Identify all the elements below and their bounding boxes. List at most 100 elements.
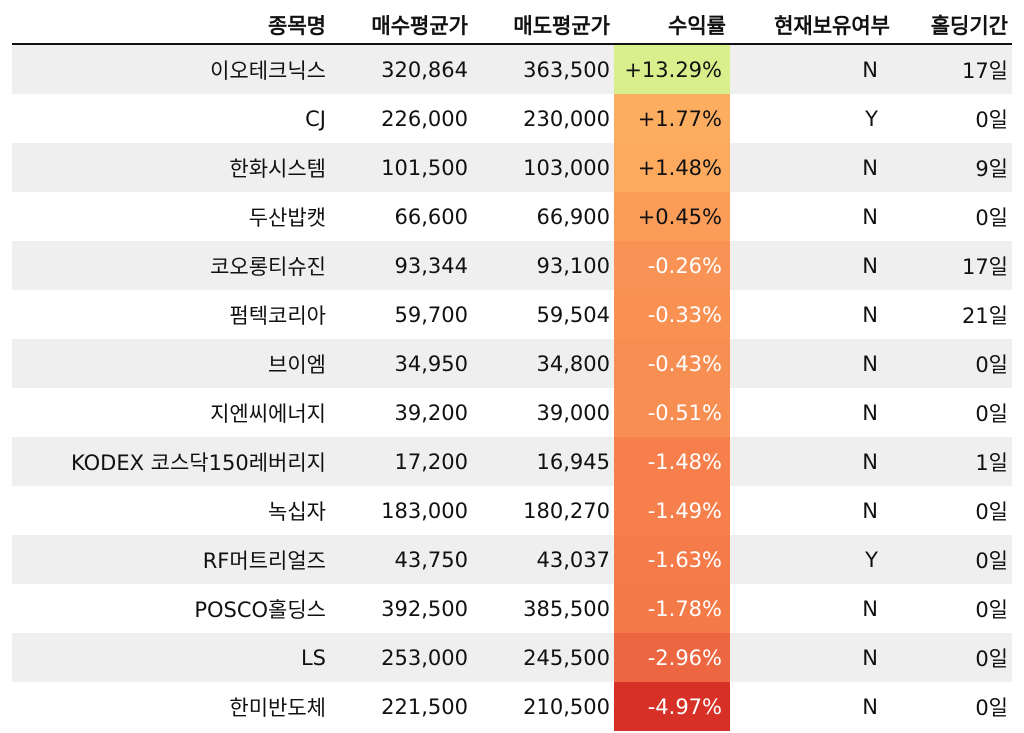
return-cell: -1.49% xyxy=(614,486,730,535)
holding-status-cell: N xyxy=(862,302,878,327)
return-cell: -1.78% xyxy=(614,584,730,633)
buy-avg-cell: 17,200 xyxy=(330,437,472,486)
sell-avg-cell: 363,500 xyxy=(472,44,614,94)
holding-period-cell: 9일 xyxy=(894,143,1012,192)
holding-status-cell: Y xyxy=(865,106,878,131)
table-row: 녹십자 183,000 180,270 -1.49% N 0일 xyxy=(12,486,1012,535)
table-row: 코오롱티슈진 93,344 93,100 -0.26% N 17일 xyxy=(12,241,1012,290)
holding-period-cell: 0일 xyxy=(975,597,1008,622)
buy-avg-cell: 253,000 xyxy=(330,633,472,682)
stock-name-cell: KODEX 코스닥150레버리지 xyxy=(12,437,330,486)
table-row: 펌텍코리아 59,700 59,504 -0.33% N 21일 xyxy=(12,290,1012,339)
stock-name-cell: POSCO홀딩스 xyxy=(194,597,326,622)
holding-period-cell: 0일 xyxy=(975,205,1008,230)
stock-name-cell: 한미반도체 xyxy=(229,695,326,720)
sell-avg-cell: 34,800 xyxy=(472,339,614,388)
holding-status-cell: N xyxy=(862,694,878,719)
holding-period-cell: 1일 xyxy=(894,437,1012,486)
table-row: RF머트리얼즈 43,750 43,037 -1.63% Y 0일 xyxy=(12,535,1012,584)
return-cell: +13.29% xyxy=(614,44,730,94)
holding-period-cell: 0일 xyxy=(894,339,1012,388)
sell-avg-cell: 93,100 xyxy=(472,241,614,290)
holding-status-cell: N xyxy=(730,437,894,486)
buy-avg-cell: 226,000 xyxy=(381,106,468,131)
holding-period-cell: 17일 xyxy=(894,44,1012,94)
table-row: 지엔씨에너지 39,200 39,000 -0.51% N 0일 xyxy=(12,388,1012,437)
holding-period-cell: 0일 xyxy=(975,499,1008,524)
return-cell: -0.51% xyxy=(614,388,730,437)
table-row: CJ 226,000 230,000 +1.77% Y 0일 xyxy=(12,94,1012,143)
table-row: POSCO홀딩스 392,500 385,500 -1.78% N 0일 xyxy=(12,584,1012,633)
buy-avg-cell: 93,344 xyxy=(330,241,472,290)
stock-name-cell: CJ xyxy=(305,106,326,131)
return-cell: -4.97% xyxy=(614,682,730,731)
stock-name-cell: 두산밥캣 xyxy=(248,205,326,230)
stock-name-cell: 브이엠 xyxy=(12,339,330,388)
sell-avg-cell: 16,945 xyxy=(472,437,614,486)
buy-avg-cell: 101,500 xyxy=(330,143,472,192)
sell-avg-cell: 103,000 xyxy=(472,143,614,192)
buy-avg-cell: 39,200 xyxy=(394,400,468,425)
buy-avg-cell: 34,950 xyxy=(330,339,472,388)
buy-avg-cell: 66,600 xyxy=(394,204,468,229)
sell-avg-cell: 39,000 xyxy=(536,400,610,425)
stock-name-cell: 이오테크닉스 xyxy=(12,44,330,94)
return-cell: -0.26% xyxy=(614,241,730,290)
buy-avg-cell: 320,864 xyxy=(330,44,472,94)
buy-avg-cell: 43,750 xyxy=(330,535,472,584)
stock-name-cell: 한화시스템 xyxy=(12,143,330,192)
holding-status-cell: N xyxy=(862,204,878,229)
table-body: 이오테크닉스 320,864 363,500 +13.29% N 17일 CJ 226,000… xyxy=(12,44,1012,731)
holding-status-cell: N xyxy=(862,596,878,621)
sell-avg-cell: 43,037 xyxy=(472,535,614,584)
holding-status-cell: Y xyxy=(730,535,894,584)
return-cell: -2.96% xyxy=(614,633,730,682)
table-row: 한화시스템 101,500 103,000 +1.48% N 9일 xyxy=(12,143,1012,192)
sell-avg-cell: 210,500 xyxy=(523,694,610,719)
stock-name-cell: 펌텍코리아 xyxy=(229,303,326,328)
holding-period-cell: 0일 xyxy=(894,535,1012,584)
holding-period-cell: 0일 xyxy=(975,401,1008,426)
holding-period-cell: 21일 xyxy=(961,303,1008,328)
stock-name-cell: LS xyxy=(12,633,330,682)
buy-avg-cell: 392,500 xyxy=(381,596,468,621)
return-cell: +1.48% xyxy=(614,143,730,192)
buy-avg-cell: 221,500 xyxy=(381,694,468,719)
sell-avg-cell: 245,500 xyxy=(472,633,614,682)
holding-status-cell: N xyxy=(730,143,894,192)
header-name: 종목명 xyxy=(12,6,330,45)
header-row: 종목명 매수평균가 매도평균가 수익률 현재보유여부 홀딩기간 xyxy=(12,6,1012,45)
table-row: 이오테크닉스 320,864 363,500 +13.29% N 17일 xyxy=(12,44,1012,94)
table-row: 두산밥캣 66,600 66,900 +0.45% N 0일 xyxy=(12,192,1012,241)
holding-status-cell: N xyxy=(862,498,878,523)
holding-status-cell: N xyxy=(862,400,878,425)
header-holding-period: 홀딩기간 xyxy=(894,6,1012,45)
buy-avg-cell: 183,000 xyxy=(381,498,468,523)
holding-status-cell: N xyxy=(730,339,894,388)
return-cell: +1.77% xyxy=(614,94,730,143)
return-cell: -1.48% xyxy=(614,437,730,486)
sell-avg-cell: 385,500 xyxy=(523,596,610,621)
sell-avg-cell: 59,504 xyxy=(536,302,610,327)
sell-avg-cell: 230,000 xyxy=(523,106,610,131)
returns-table: 종목명 매수평균가 매도평균가 수익률 현재보유여부 홀딩기간 이오테크닉스 32… xyxy=(12,6,1012,731)
sell-avg-cell: 66,900 xyxy=(536,204,610,229)
buy-avg-cell: 59,700 xyxy=(394,302,468,327)
holding-period-cell: 0일 xyxy=(975,107,1008,132)
holding-status-cell: N xyxy=(730,44,894,94)
stock-name-cell: 코오롱티슈진 xyxy=(12,241,330,290)
header-return: 수익률 xyxy=(614,6,730,45)
table-row: KODEX 코스닥150레버리지 17,200 16,945 -1.48% N 1일 xyxy=(12,437,1012,486)
holding-period-cell: 17일 xyxy=(894,241,1012,290)
table-row: LS 253,000 245,500 -2.96% N 0일 xyxy=(12,633,1012,682)
table-row: 한미반도체 221,500 210,500 -4.97% N 0일 xyxy=(12,682,1012,731)
header-sell-avg: 매도평균가 xyxy=(472,6,614,45)
holding-status-cell: N xyxy=(730,241,894,290)
return-cell: -0.33% xyxy=(614,290,730,339)
stock-name-cell: RF머트리얼즈 xyxy=(12,535,330,584)
sell-avg-cell: 180,270 xyxy=(523,498,610,523)
holding-period-cell: 0일 xyxy=(975,695,1008,720)
holding-period-cell: 0일 xyxy=(894,633,1012,682)
return-cell: -1.63% xyxy=(614,535,730,584)
table-row: 브이엠 34,950 34,800 -0.43% N 0일 xyxy=(12,339,1012,388)
